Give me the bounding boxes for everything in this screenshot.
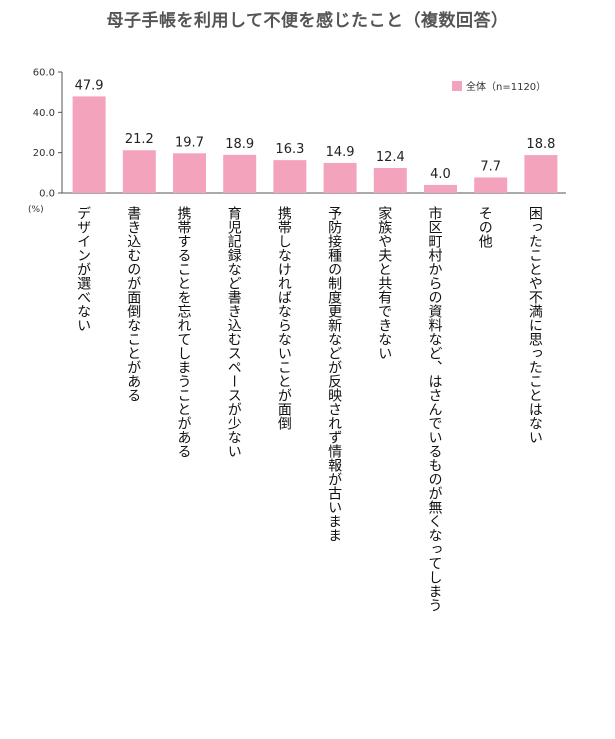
value-label: 47.9 [75, 78, 104, 93]
category-label: 予防接種の制度更新などが反映されず情報が古いまま [326, 206, 342, 542]
y-tick-label: 20.0 [33, 148, 55, 159]
y-tick-label: 0.0 [39, 189, 55, 200]
bars [72, 96, 558, 193]
bar [524, 155, 558, 193]
legend-swatch [452, 81, 462, 91]
chart-title: 母子手帳を利用して不便を感じたこと（複数回答） [106, 11, 509, 31]
legend-series-name: 全体（n=1120） [466, 80, 546, 93]
category-label: 困ったことや不満に思ったことはない [527, 206, 543, 444]
category-label: 家族や夫と共有できない [376, 205, 392, 360]
legend: 全体（n=1120） [452, 80, 546, 93]
value-label: 7.7 [480, 159, 501, 174]
bar [474, 177, 508, 193]
bar [72, 96, 106, 193]
value-label: 19.7 [175, 135, 204, 150]
category-label: 携帯しなければならないことが面倒 [276, 206, 292, 431]
category-label: 携帯することを忘れてしまうことがある [176, 206, 192, 458]
bar [223, 154, 257, 193]
bar [323, 162, 357, 193]
value-label: 12.4 [376, 150, 405, 165]
bar [373, 167, 407, 193]
y-tick-label: 40.0 [33, 108, 55, 119]
value-label: 4.0 [430, 167, 451, 182]
bar [424, 184, 457, 193]
bar [122, 150, 156, 193]
category-label: 育児記録など書き込むスペースが少ない [226, 206, 242, 458]
bar [273, 160, 307, 193]
value-label: 21.2 [125, 132, 154, 147]
labels: 47.9 デザインが選べない 21.2 書き込むのが面倒なことがある 19.7 携帯するこ… [75, 78, 556, 612]
value-label: 16.3 [275, 142, 304, 157]
value-label: 14.9 [326, 145, 355, 160]
bar [173, 153, 206, 193]
category-label: その他 [477, 206, 493, 249]
category-label: 市区町村からの資料など、はさんでいるものが無くなってしまう [427, 205, 443, 612]
category-label: 書き込むのが面倒なことがある [125, 206, 141, 402]
category-label: デザインが選べない [75, 206, 91, 332]
value-label: 18.8 [526, 137, 555, 152]
y-tick-label: 60.0 [33, 68, 55, 79]
value-label: 18.9 [225, 137, 254, 152]
y-unit-label: (%) [28, 205, 44, 215]
